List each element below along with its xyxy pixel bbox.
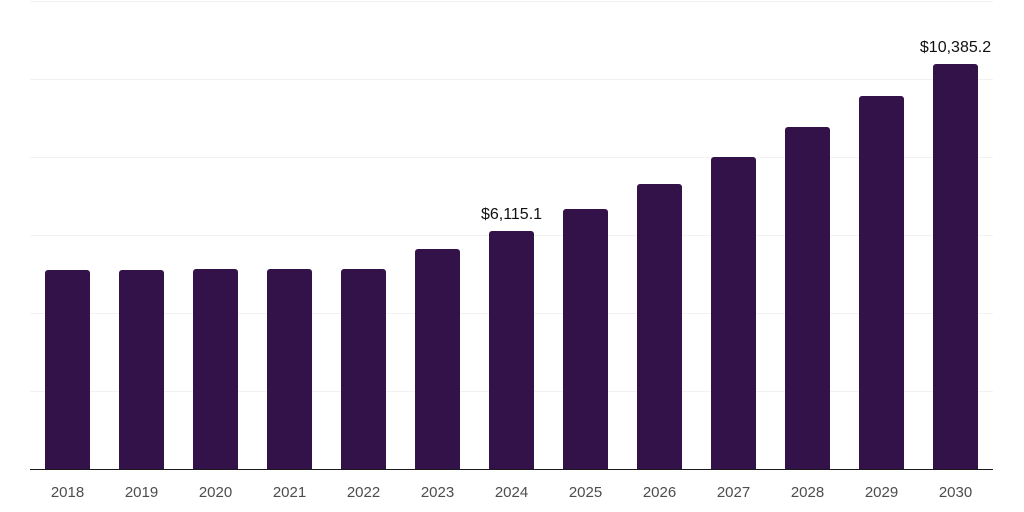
x-tick-label-2021: 2021 — [272, 484, 307, 501]
x-tick-label-2023: 2023 — [420, 484, 455, 501]
bar-2020 — [193, 268, 238, 469]
x-tick-label-2030: 2030 — [938, 484, 973, 501]
gridline — [30, 79, 993, 80]
bar-2027 — [711, 157, 756, 469]
bar-2023 — [415, 249, 460, 469]
x-tick-label-2024: 2024 — [494, 484, 529, 501]
x-tick-label-2029: 2029 — [864, 484, 899, 501]
bar-2019 — [119, 269, 164, 469]
x-tick-label-2022: 2022 — [346, 484, 381, 501]
gridline — [30, 157, 993, 158]
bar-2025 — [563, 208, 608, 469]
bar-2029 — [859, 96, 904, 469]
bar-2028 — [785, 127, 830, 469]
bar-value-label-2024: $6,115.1 — [480, 205, 543, 223]
x-tick-label-2026: 2026 — [642, 484, 677, 501]
bar-2022 — [341, 268, 386, 469]
bar-value-label-2030: $10,385.2 — [919, 38, 992, 56]
bar-2024 — [489, 230, 534, 469]
bar-2018 — [45, 269, 90, 469]
gridline — [30, 1, 993, 2]
bar-2021 — [267, 268, 312, 469]
x-tick-label-2020: 2020 — [198, 484, 233, 501]
x-tick-label-2018: 2018 — [50, 484, 85, 501]
x-tick-label-2027: 2027 — [716, 484, 751, 501]
bar-2030 — [933, 64, 978, 469]
bar-2026 — [637, 183, 682, 469]
x-tick-label-2025: 2025 — [568, 484, 603, 501]
x-tick-label-2019: 2019 — [124, 484, 159, 501]
x-tick-label-2028: 2028 — [790, 484, 825, 501]
plot-area: $6,115.1 $10,385.2 — [30, 1, 993, 470]
